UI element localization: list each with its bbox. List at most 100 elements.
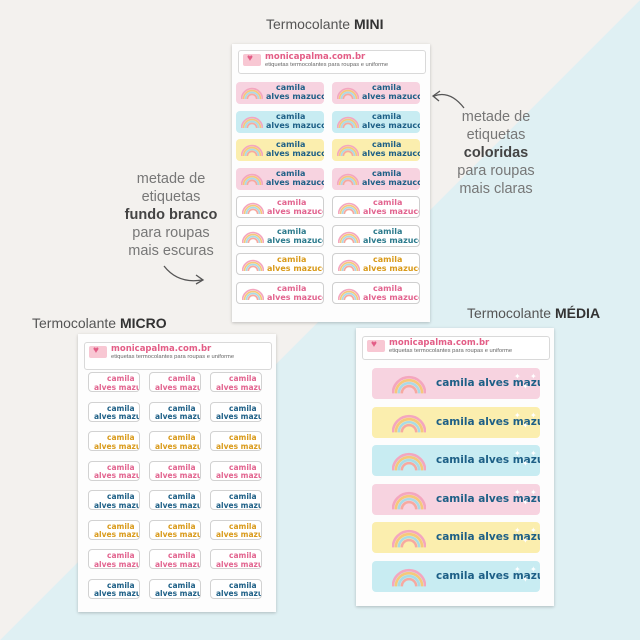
rainbow-icon <box>241 258 265 274</box>
brand-name: monicapalma.com.br <box>389 338 490 348</box>
label-last-name: alves mazuco <box>94 500 139 510</box>
rainbow-icon <box>240 172 264 190</box>
label-first-name: camila <box>168 492 196 501</box>
label-first-name: camila <box>277 198 307 207</box>
rainbow-icon <box>336 115 360 133</box>
label-last-name: alves mazuco <box>363 207 420 216</box>
label-last-name: alves mazuco <box>94 382 139 392</box>
rainbow-icon <box>336 86 360 104</box>
label-last-name: alves mazuco <box>363 235 420 245</box>
label-first-name: camila <box>168 521 196 531</box>
star-icon: ✦ <box>514 526 521 535</box>
label-first-name: camila <box>372 83 402 92</box>
label-last-name: alves mazuco <box>266 149 324 158</box>
rainbow-icon <box>241 230 265 246</box>
label-last-name: alves mazuco <box>363 264 420 273</box>
label-name: camila alves mazuco <box>436 569 540 582</box>
heart-envelope-icon: ♥ <box>367 339 385 352</box>
rainbow-icon <box>336 172 360 190</box>
label-first-name: camila <box>168 403 196 413</box>
name-label: camila alves mazuco✦✦✦ <box>372 445 540 476</box>
label-first-name: camila <box>276 168 306 178</box>
label-name: camila alves mazuco <box>436 531 540 543</box>
name-label: camila alves mazuco✦✦✦ <box>372 368 540 399</box>
label-last-name: alves mazuco <box>267 264 324 273</box>
label-last-name: alves mazuco <box>155 412 200 421</box>
brand-name: monicapalma.com.br <box>265 52 366 62</box>
rainbow-icon <box>337 230 361 246</box>
label-first-name: camila <box>168 551 196 560</box>
label-last-name: alves mazuco <box>94 441 139 451</box>
brand-tagline: etiquetas termocolantes para roupas e un… <box>265 61 389 68</box>
label-last-name: alves mazuco <box>216 530 261 539</box>
name-label: camila alves mazuco✦✦✦ <box>372 483 540 515</box>
label-first-name: camila <box>107 462 135 472</box>
label-last-name: alves mazuco <box>155 530 200 539</box>
label-first-name: camila <box>229 433 257 442</box>
label-first-name: camila <box>107 551 135 560</box>
label-first-name: camila <box>373 255 403 264</box>
brand-tagline: etiquetas termocolantes para roupas e un… <box>111 353 235 360</box>
label-last-name: alves mazuco <box>267 292 324 302</box>
label-first-name: camila <box>229 521 257 531</box>
label-first-name: camila <box>229 462 257 472</box>
rainbow-icon <box>391 489 427 515</box>
rainbow-icon <box>240 115 264 133</box>
star-icon: ✦ <box>530 410 537 420</box>
label-last-name: alves mazuco <box>155 559 200 569</box>
label-last-name: alves mazuco <box>362 149 420 158</box>
label-first-name: camila <box>168 462 196 472</box>
label-last-name: alves mazuco <box>267 235 324 245</box>
label-last-name: alves mazuco <box>155 382 200 392</box>
rainbow-icon <box>337 258 361 274</box>
label-first-name: camila <box>168 580 196 590</box>
star-icon: ✦ <box>514 410 521 420</box>
label-last-name: alves mazuco <box>216 589 261 598</box>
star-icon: ✦ <box>530 526 537 535</box>
label-last-name: alves mazuco <box>266 92 324 101</box>
star-icon: ✦ <box>522 382 529 391</box>
label-first-name: camila <box>229 492 257 501</box>
label-first-name: camila <box>373 283 403 293</box>
label-name: camila alves mazuco <box>436 377 540 389</box>
label-last-name: alves mazuco <box>155 441 200 451</box>
label-name: camila alves mazuco <box>436 454 540 466</box>
label-first-name: camila <box>277 283 307 293</box>
curved-arrow-icon <box>163 265 205 285</box>
label-first-name: camila <box>107 521 135 531</box>
label-first-name: camila <box>229 374 257 383</box>
label-first-name: camila <box>277 255 307 264</box>
rainbow-icon <box>391 412 427 438</box>
star-icon: ✦ <box>522 420 529 430</box>
rainbow-icon <box>337 201 361 217</box>
star-icon: ✦ <box>522 574 529 584</box>
name-label: camila alves mazuco✦✦✦ <box>372 560 540 592</box>
sheet-header: ♥ monicapalma.com.br etiquetas termocolant… <box>84 342 272 370</box>
label-last-name: alves mazuco <box>362 120 420 130</box>
label-first-name: camila <box>276 140 306 149</box>
heart-envelope-icon: ♥ <box>243 53 261 66</box>
